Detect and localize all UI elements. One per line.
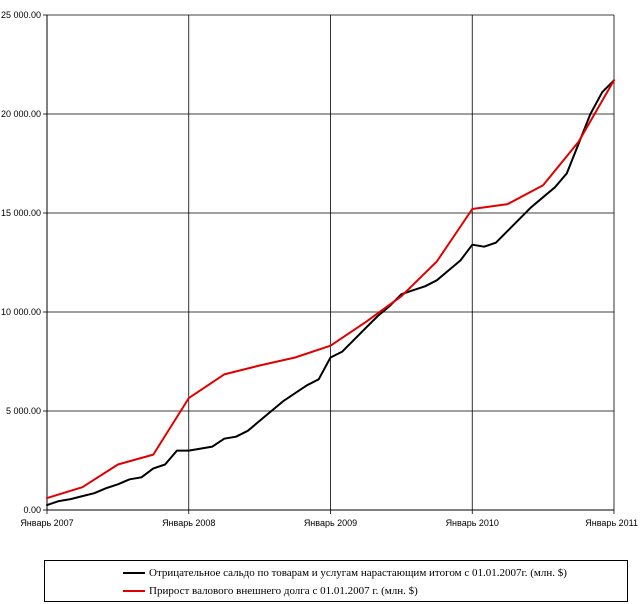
y-tick-label: 20 000.00 xyxy=(1,109,41,119)
y-tick-labels: 0.00 5 000.00 10 000.00 15 000.00 20 000.00 2… xyxy=(1,10,41,515)
legend-swatch-black xyxy=(123,572,145,574)
legend-item-external-debt: Прирост валового внешнего долга с 01.01.… xyxy=(123,583,418,599)
x-tick-label: Январь 2010 xyxy=(446,518,499,528)
legend-label: Прирост валового внешнего долга с 01.01.… xyxy=(149,585,418,597)
line-chart: 0.00 5 000.00 10 000.00 15 000.00 20 000.00 2… xyxy=(1,10,638,528)
x-tick-label: Январь 2011 xyxy=(585,518,638,528)
series-line-1 xyxy=(46,79,615,500)
y-tick-label: 25 000.00 xyxy=(1,10,41,20)
x-tick-labels: Январь 2007 Январь 2008 Январь 2009 Январь … xyxy=(20,518,638,528)
y-tick-label: 5 000.00 xyxy=(6,406,41,416)
axes xyxy=(43,14,615,514)
legend-label: Отрицательное сальдо по товарам и услуга… xyxy=(149,567,567,579)
x-tick-label: Январь 2008 xyxy=(162,518,215,528)
y-tick-label: 15 000.00 xyxy=(1,208,41,218)
x-tick-label: Январь 2007 xyxy=(20,518,73,528)
grid xyxy=(47,14,615,510)
legend-swatch-red xyxy=(123,590,145,592)
series-line-0 xyxy=(46,79,615,507)
legend: Отрицательное сальдо по товарам и услуга… xyxy=(44,560,628,602)
y-tick-label: 10 000.00 xyxy=(1,307,41,317)
legend-item-trade-balance: Отрицательное сальдо по товарам и услуга… xyxy=(123,565,567,581)
series-lines xyxy=(46,79,615,507)
x-tick-label: Январь 2009 xyxy=(304,518,357,528)
y-tick-label: 0.00 xyxy=(23,505,41,515)
